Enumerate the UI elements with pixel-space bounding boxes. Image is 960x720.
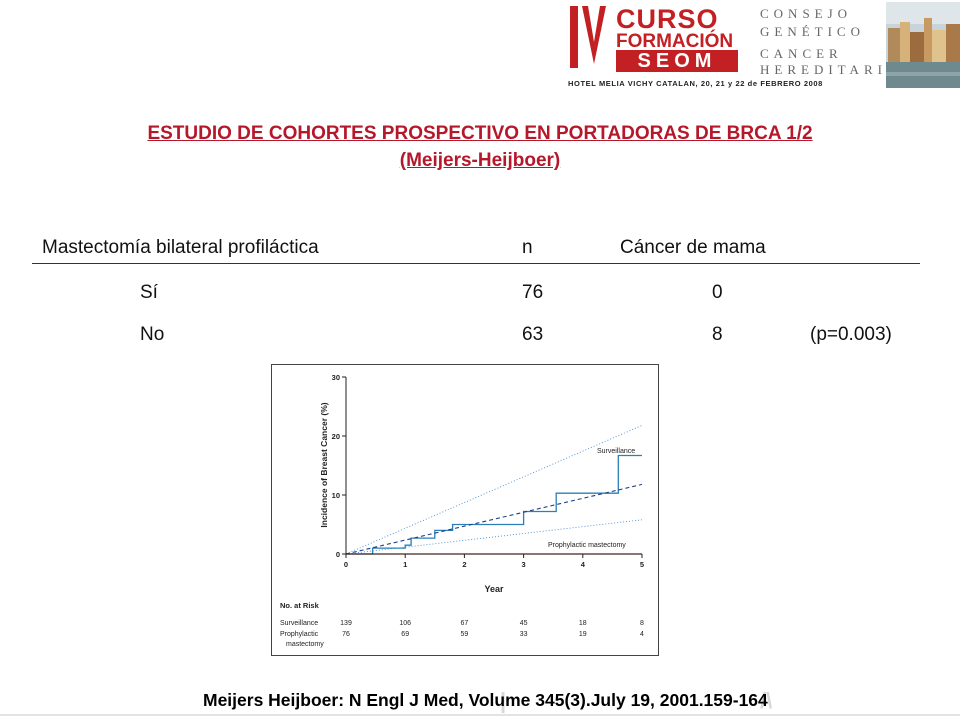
header-cancer: Cáncer de mama — [620, 237, 766, 258]
consejo-line: CONSEJO — [760, 6, 853, 21]
x-tick-label: 1 — [403, 560, 407, 569]
prophylactic-label: Prophylactic mastectomy — [548, 542, 626, 549]
row-si-group: Sí — [140, 282, 158, 303]
risk-value: 33 — [520, 631, 528, 638]
risk-row-label-mastectomy: mastectomy — [286, 641, 324, 648]
ci-upper-line — [345, 424, 643, 555]
table-header-rule — [32, 263, 920, 264]
risk-table-title: No. at Risk — [280, 601, 320, 610]
header-group: Mastectomía bilateral profiláctica — [42, 237, 319, 258]
row-no-cancer: 8 — [712, 324, 723, 345]
risk-value: 67 — [461, 620, 469, 627]
surveillance-label: Surveillance — [597, 448, 635, 455]
hereditario-line: HEREDITARIO — [760, 62, 902, 77]
city-photo — [886, 2, 960, 88]
seom-badge: SEOM — [616, 50, 738, 72]
slide-subtitle: (Meijers-Heijboer) — [399, 150, 561, 171]
x-axis-label: Year — [484, 584, 504, 594]
row-no-n: 63 — [522, 324, 544, 345]
row-si-cancer: 0 — [712, 282, 723, 303]
x-tick-label: 0 — [344, 560, 348, 569]
row-si-n: 76 — [522, 282, 544, 303]
risk-value: 59 — [461, 631, 469, 638]
course-banner: CURSO FORMACIÓN SEOM CONSEJO GENÉTICO CA… — [560, 0, 960, 100]
risk-value: 18 — [579, 620, 587, 627]
curso-title: CURSO — [616, 4, 719, 34]
roman-numeral-logo — [570, 6, 606, 68]
row-no-group: No — [140, 324, 165, 345]
watermark-mark: /\ — [760, 688, 773, 713]
y-tick-label: 30 — [332, 373, 340, 382]
watermark-mark: | — [500, 688, 507, 713]
risk-value: 139 — [340, 620, 352, 627]
cancer-line: CANCER — [760, 46, 843, 61]
risk-row-label-surveillance: Surveillance — [280, 620, 318, 627]
y-tick-label: 20 — [332, 432, 340, 441]
formacion-title: FORMACIÓN — [616, 31, 734, 52]
x-tick-label: 3 — [522, 560, 526, 569]
risk-value: 69 — [401, 631, 409, 638]
x-tick-label: 4 — [581, 560, 586, 569]
citation: Meijers Heijboer: N Engl J Med, Volume 3… — [203, 690, 768, 710]
risk-row-label-prophylactic: Prophylactic — [280, 631, 319, 638]
y-tick-label: 10 — [332, 491, 340, 500]
risk-value: 76 — [342, 631, 350, 638]
header-n: n — [522, 237, 533, 258]
x-tick-label: 5 — [640, 560, 644, 569]
risk-value: 45 — [520, 620, 528, 627]
p-value: (p=0.003) — [810, 324, 892, 345]
risk-value: 106 — [399, 620, 411, 627]
x-tick-label: 2 — [462, 560, 466, 569]
bottom-rule — [0, 714, 960, 716]
kaplan-meier-figure: 0 10 20 30 0 1 2 3 4 5 Incidence of Breast Cancer… — [271, 364, 659, 656]
risk-value: 19 — [579, 631, 587, 638]
risk-value: 4 — [640, 631, 644, 638]
slide-title: ESTUDIO DE COHORTES PROSPECTIVO EN PORTA… — [147, 123, 813, 144]
surveillance-curve — [346, 454, 642, 555]
trend-line — [345, 483, 643, 555]
y-axis-label: Incidence of Breast Cancer (%) — [319, 402, 329, 527]
event-venue-date: HOTEL MELIA VICHY CATALAN, 20, 21 y 22 d… — [568, 79, 823, 88]
y-tick-label: 0 — [336, 550, 340, 559]
risk-value: 8 — [640, 620, 644, 627]
genetico-line: GENÉTICO — [760, 24, 865, 39]
